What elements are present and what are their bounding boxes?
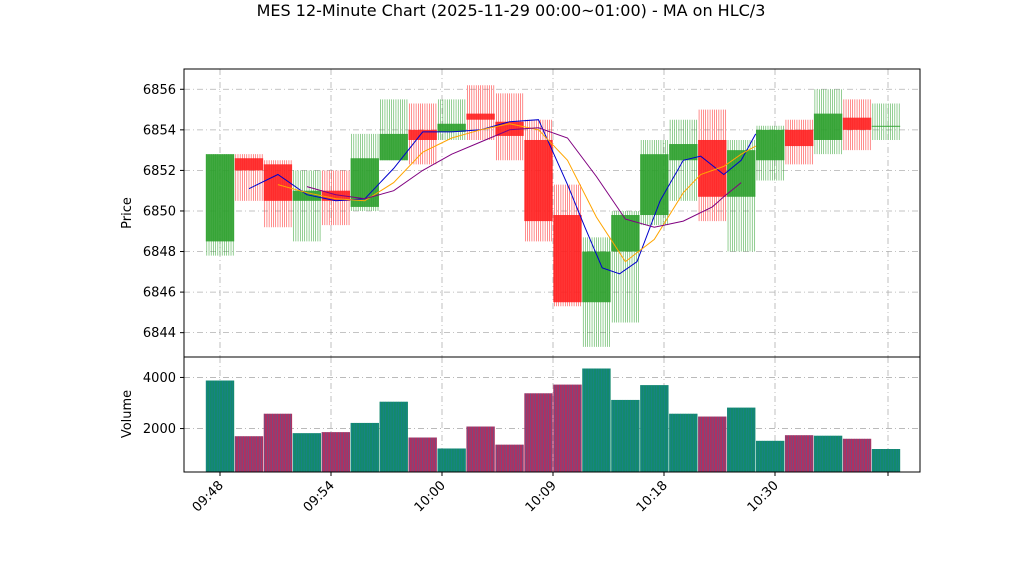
candle	[234, 154, 264, 201]
volume-bar	[640, 385, 669, 472]
candle-body	[524, 139, 553, 222]
x-tick-label: 10:09	[523, 478, 560, 515]
candle-body	[698, 139, 727, 197]
volume-bar	[784, 435, 814, 472]
candle-body	[669, 144, 698, 161]
candle-body	[813, 113, 843, 140]
candle	[495, 93, 524, 161]
candle	[784, 119, 814, 165]
x-tick-label: 10:18	[634, 478, 671, 515]
candle-body	[640, 154, 669, 216]
volume-bar	[842, 438, 872, 472]
candle-body	[234, 158, 264, 171]
volume-bar	[350, 422, 379, 472]
volume-bar	[466, 426, 495, 472]
volume-bar	[755, 440, 785, 472]
candle	[408, 103, 437, 165]
volume-bar	[582, 368, 611, 472]
volume-bar	[871, 449, 901, 472]
candle-body	[321, 190, 351, 201]
volume-panel-frame	[183, 356, 921, 473]
candle-body	[205, 154, 235, 242]
price-axis-label: Price	[120, 197, 135, 229]
candle	[813, 89, 843, 155]
candle-body	[582, 251, 611, 303]
candle	[871, 103, 901, 140]
candle	[437, 99, 466, 140]
candle-body	[727, 150, 756, 197]
time-x-axis: 09:48 09:54 10:00 10:09 10:18 10:30	[190, 472, 889, 515]
candle	[842, 99, 872, 151]
volume-bar	[553, 384, 582, 472]
volume-bar	[379, 401, 408, 472]
candle-body	[437, 123, 466, 132]
volume-y-axis: 2000 4000	[143, 371, 184, 437]
moving-average-line	[277, 123, 756, 263]
candle	[263, 160, 293, 228]
volume-bar	[495, 444, 524, 472]
price-tick-label: 6844	[143, 326, 176, 341]
moving-averages	[248, 119, 757, 275]
volume-bar	[669, 413, 698, 472]
candle	[755, 125, 785, 181]
candle-body	[553, 215, 582, 303]
candle	[727, 139, 756, 252]
volume-bar	[263, 413, 293, 472]
candle	[321, 170, 351, 226]
volume-bar	[727, 407, 756, 472]
x-tick-label: 10:00	[412, 478, 449, 515]
x-tick-label: 09:54	[301, 478, 338, 515]
volume-bar	[813, 435, 843, 472]
x-tick-label: 09:48	[190, 478, 227, 515]
candle	[292, 170, 322, 242]
volume-bar	[292, 433, 322, 472]
volume-bars	[205, 368, 901, 472]
volume-axis-label: Volume	[120, 390, 135, 438]
volume-bar	[611, 399, 640, 472]
volume-bar	[698, 416, 727, 472]
candle-body	[466, 113, 495, 120]
candle-body	[842, 117, 872, 130]
price-tick-label: 6848	[143, 245, 176, 260]
volume-bar	[524, 393, 553, 472]
volume-bar	[234, 436, 264, 472]
price-tick-label: 6856	[143, 83, 176, 98]
candle-body	[292, 190, 322, 201]
candle	[582, 237, 611, 347]
moving-average-line	[306, 127, 742, 228]
candle-body	[755, 129, 785, 161]
volume-tick-label: 4000	[143, 371, 176, 386]
candle	[524, 119, 553, 242]
x-tick-label: 10:30	[745, 478, 782, 515]
price-tick-label: 6852	[143, 164, 176, 179]
candle-body	[611, 215, 640, 252]
candle	[466, 85, 495, 140]
candle-body	[871, 125, 901, 127]
candle-body	[784, 129, 814, 147]
candle	[611, 210, 640, 323]
volume-tick-label: 2000	[143, 422, 176, 437]
candle-body	[263, 164, 293, 201]
price-tick-label: 6850	[143, 204, 176, 219]
price-tick-label: 6854	[143, 123, 176, 138]
volume-bar	[321, 432, 351, 472]
price-tick-label: 6846	[143, 286, 176, 301]
candle	[205, 154, 235, 256]
candle-body	[408, 129, 437, 140]
volume-bar	[408, 437, 437, 472]
volume-bar	[205, 380, 235, 472]
candle	[553, 184, 582, 307]
volume-bar	[437, 448, 466, 472]
chart-title: MES 12-Minute Chart (2025-11-29 00:00~01…	[257, 1, 766, 20]
price-y-axis: 6844 6846 6848 6850 6852 6854 6856	[143, 83, 184, 341]
